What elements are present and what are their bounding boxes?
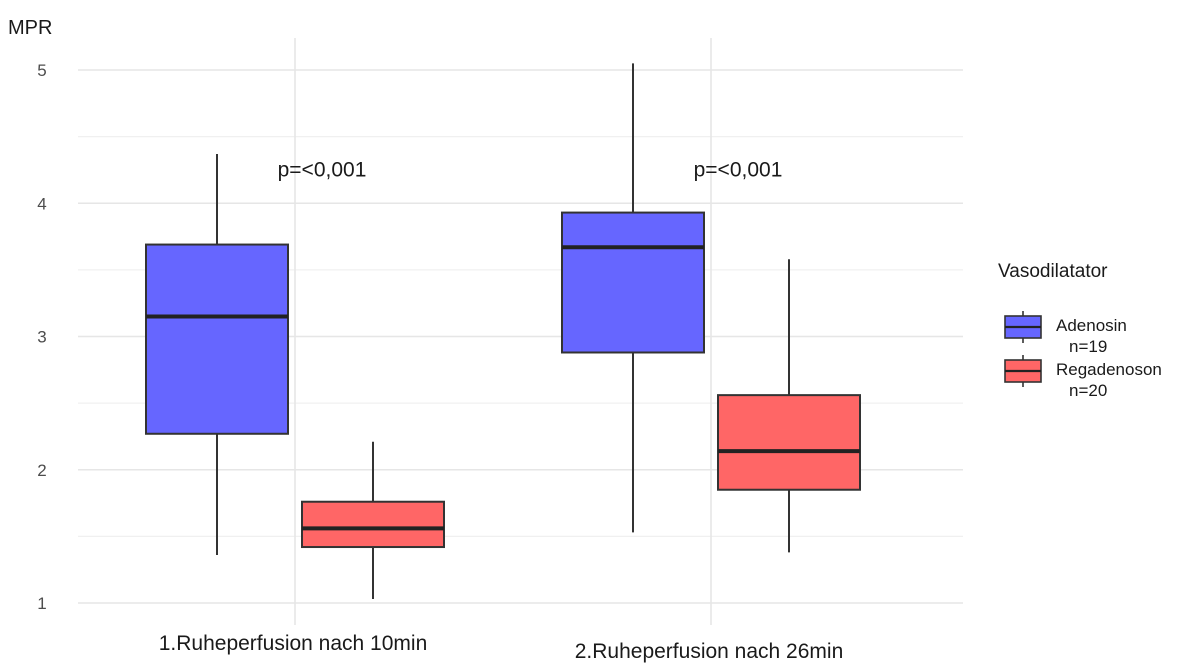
y-axis-label: MPR (8, 17, 52, 39)
box (301, 500, 445, 549)
y-tick-label: 3 (37, 328, 46, 347)
text-layer: MPR 1 2 3 4 5 1.Ruheperfusion nach 10min 2.Ruh… (8, 17, 843, 663)
legend-label: Adenosin (1056, 316, 1127, 335)
box (717, 394, 861, 491)
y-tick-label: 4 (37, 194, 46, 213)
y-tick-label: 2 (37, 461, 46, 480)
box (561, 211, 705, 354)
box-layer (145, 211, 861, 549)
y-tick-label: 1 (37, 594, 46, 613)
x-tick-label: 1.Ruheperfusion nach 10min (159, 632, 428, 655)
legend-title: Vasodilatator (998, 261, 1108, 282)
legend-sublabel: n=19 (1069, 337, 1107, 356)
y-tick-label: 5 (37, 61, 46, 80)
box (145, 243, 289, 435)
p-value-annotation: p=<0,001 (694, 159, 783, 182)
x-tick-label: 2.Ruheperfusion nach 26min (575, 640, 844, 663)
legend-label: Regadenoson (1056, 360, 1162, 379)
legend-sublabel: n=20 (1069, 381, 1107, 400)
p-value-annotation: p=<0,001 (278, 159, 367, 182)
legend: Vasodilatator Adenosin n=19 Regadenoson n=2… (998, 261, 1162, 400)
